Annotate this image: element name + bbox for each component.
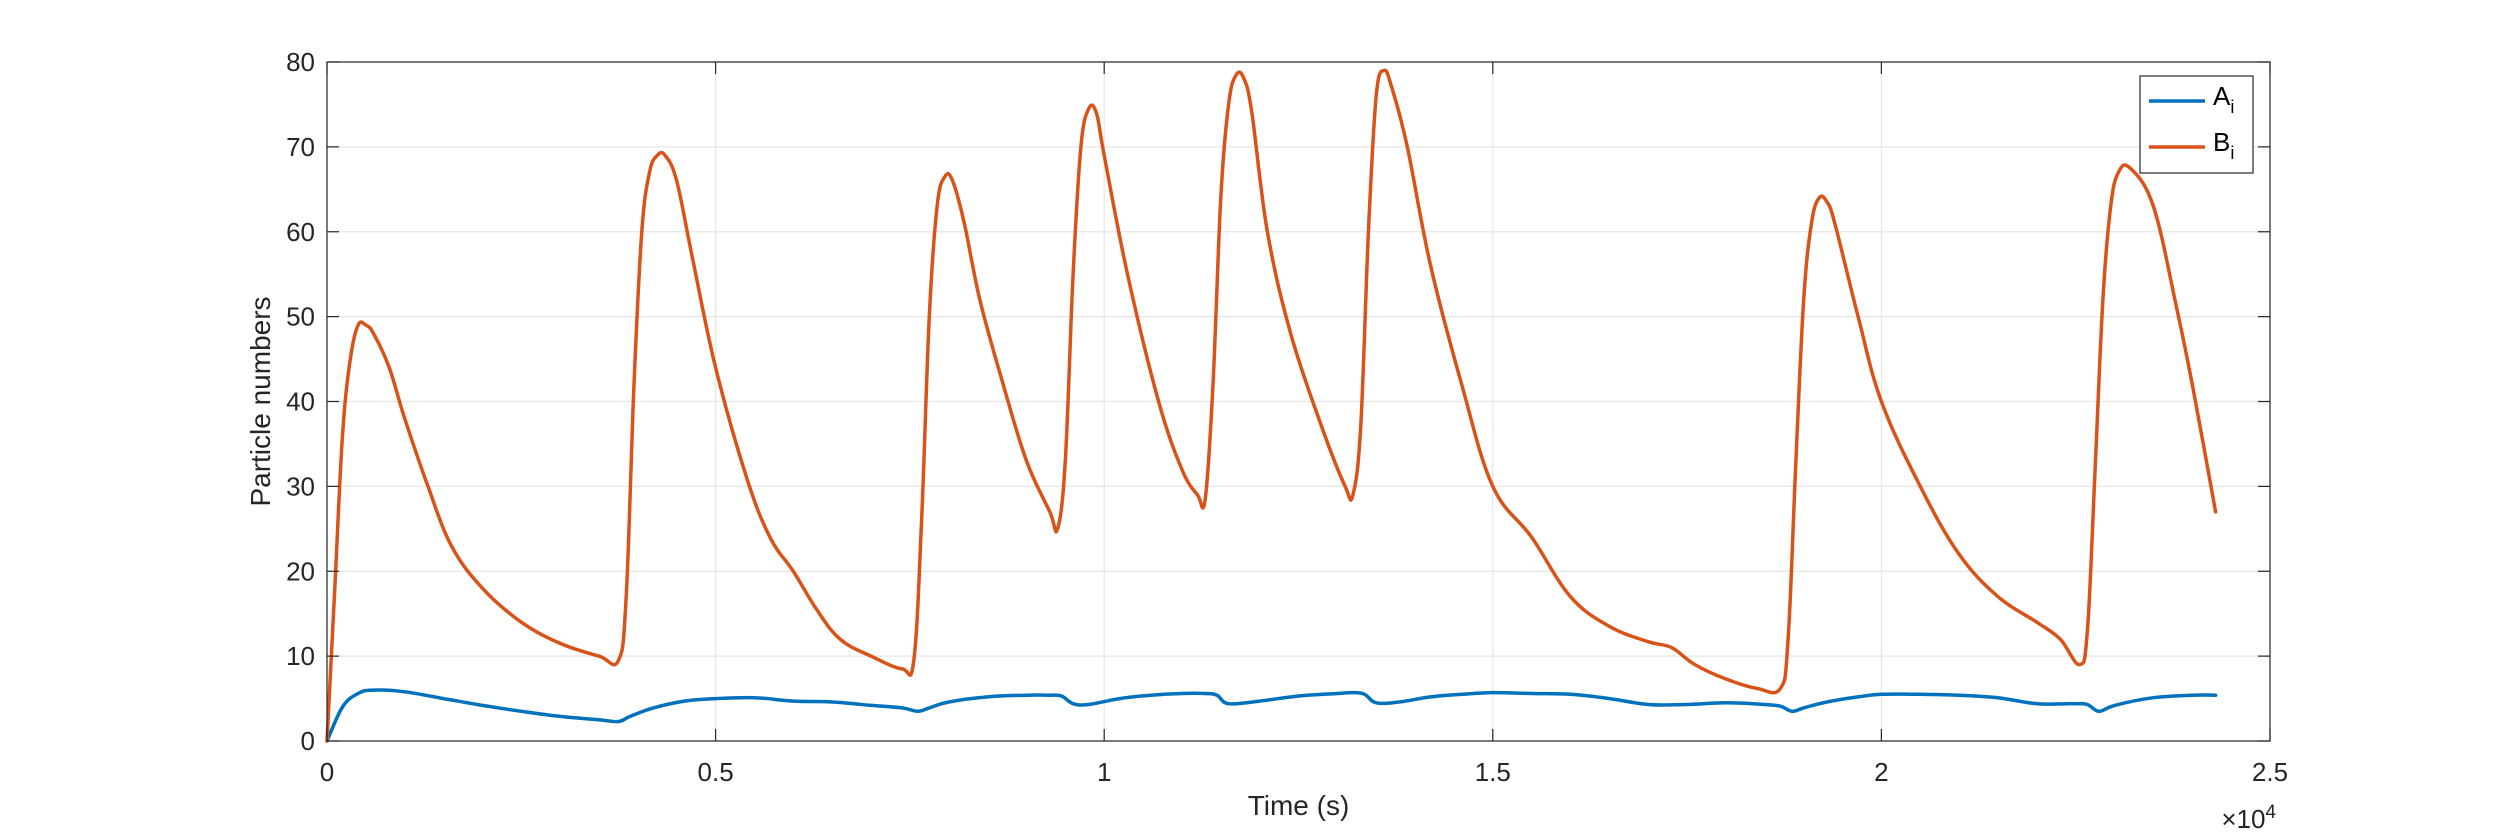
legend-label-a: Ai xyxy=(2213,81,2234,117)
y-axis-label: Particle numbers xyxy=(245,296,276,506)
y-tick-label: 50 xyxy=(286,302,315,332)
x-tick-label: 1 xyxy=(1097,757,1111,787)
legend-box xyxy=(2139,75,2254,174)
y-tick-label: 30 xyxy=(286,471,315,501)
legend-label-b-name: B xyxy=(2213,127,2230,157)
x-axis-exponent: ×104 xyxy=(2221,802,2276,833)
legend-label-a-name: A xyxy=(2213,81,2231,111)
x-tick-label: 0.5 xyxy=(698,757,734,787)
y-tick-label: 20 xyxy=(286,556,315,586)
x-axis-exponent-power: 4 xyxy=(2265,802,2276,823)
series-lines xyxy=(325,68,2218,743)
legend-label-b: Bi xyxy=(2213,127,2234,163)
x-tick-label: 1.5 xyxy=(1475,757,1511,787)
y-tick-label: 40 xyxy=(286,387,315,417)
y-tick-label: 70 xyxy=(286,132,315,162)
legend: Ai Bi xyxy=(2139,75,2254,174)
y-tick-label: 80 xyxy=(286,47,315,77)
y-tick-label: 60 xyxy=(286,217,315,247)
x-axis-exponent-base: ×10 xyxy=(2221,804,2265,833)
x-tick-label: 2 xyxy=(1874,757,1888,787)
x-tick-label: 0 xyxy=(320,757,334,787)
ticks xyxy=(326,61,2271,742)
y-tick-label: 10 xyxy=(286,641,315,671)
series-line-a xyxy=(325,688,2218,743)
y-tick-labels: 0 10 20 30 40 50 60 70 80 xyxy=(286,47,315,756)
grid xyxy=(326,61,2271,742)
x-axis-label: Time (s) xyxy=(1248,790,1350,821)
x-tick-label: 2.5 xyxy=(2252,757,2288,787)
x-tick-labels: 0 0.5 1 1.5 2 2.5 xyxy=(320,757,2288,787)
legend-label-a-subscript: i xyxy=(2230,97,2234,117)
legend-label-b-subscript: i xyxy=(2230,143,2234,163)
series-line-b xyxy=(325,68,2218,743)
y-tick-label: 0 xyxy=(301,726,315,756)
